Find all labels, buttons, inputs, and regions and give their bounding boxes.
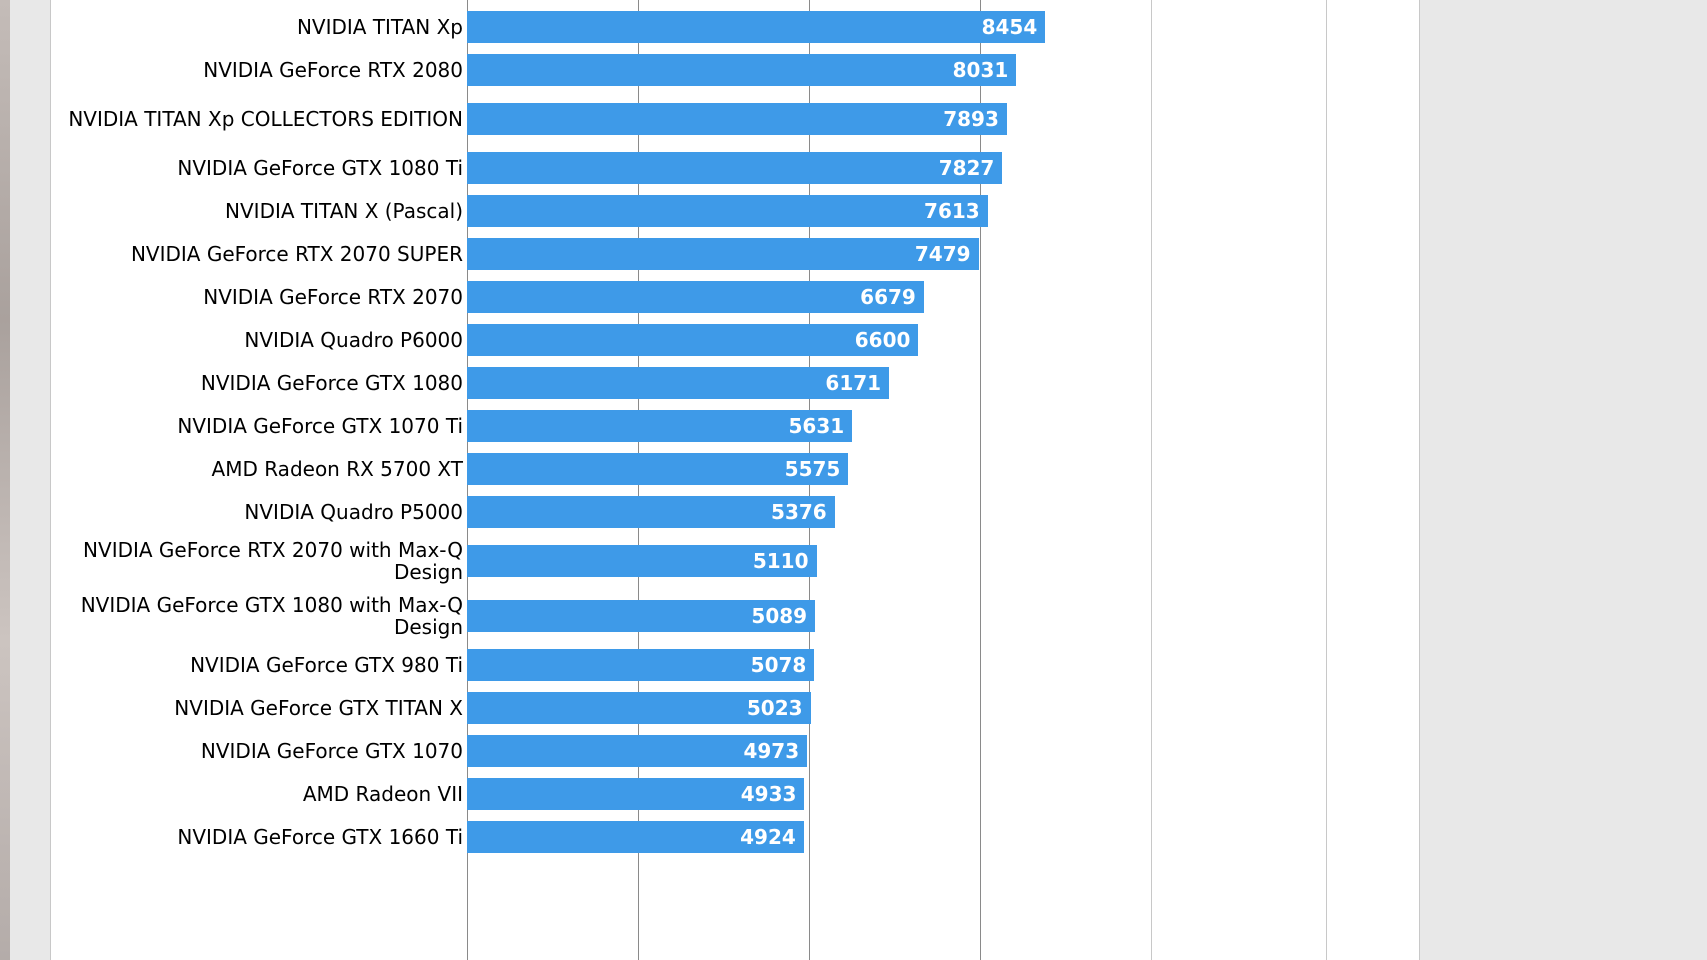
gpu-label: AMD Radeon RX 5700 XT — [51, 458, 467, 480]
chart-row: NVIDIA GeForce GTX 1660 Ti 4924 — [51, 815, 1419, 858]
score-value: 7479 — [915, 242, 971, 266]
score-bar: 5376 — [467, 496, 835, 528]
chart-row: AMD Radeon RX 5700 XT 5575 — [51, 447, 1419, 490]
score-value: 5078 — [751, 653, 807, 677]
score-value: 4933 — [741, 782, 797, 806]
bar-container: 6679 — [467, 275, 1419, 318]
score-value: 5575 — [785, 457, 841, 481]
score-bar: 7479 — [467, 238, 979, 270]
bar-container: 7827 — [467, 146, 1419, 189]
gpu-label: NVIDIA Quadro P6000 — [51, 329, 467, 351]
bar-container: 5078 — [467, 643, 1419, 686]
bar-container: 4933 — [467, 772, 1419, 815]
chart-panel: NVIDIA TITAN Xp 8454 NVIDIA GeForce RTX 20… — [50, 0, 1420, 960]
chart-row: NVIDIA GeForce RTX 2080 8031 — [51, 48, 1419, 91]
chart-row: NVIDIA TITAN Xp COLLECTORS EDITION 7893 — [51, 91, 1419, 146]
gpu-label: NVIDIA GeForce GTX 1660 Ti — [51, 826, 467, 848]
gpu-label: NVIDIA GeForce GTX TITAN X — [51, 697, 467, 719]
gpu-label: NVIDIA GeForce RTX 2080 — [51, 59, 467, 81]
chart-row: NVIDIA TITAN X (Pascal) 7613 — [51, 189, 1419, 232]
score-value: 5089 — [751, 604, 807, 628]
score-value: 6679 — [860, 285, 916, 309]
score-bar: 5089 — [467, 600, 815, 632]
score-bar: 6679 — [467, 281, 924, 313]
score-bar: 5110 — [467, 545, 817, 577]
gpu-label: NVIDIA GeForce GTX 980 Ti — [51, 654, 467, 676]
score-bar: 8031 — [467, 54, 1016, 86]
score-value: 4924 — [740, 825, 796, 849]
bar-container: 7893 — [467, 91, 1419, 146]
chart-row: NVIDIA TITAN Xp 8454 — [51, 5, 1419, 48]
chart-row: NVIDIA GeForce GTX 1080 Ti 7827 — [51, 146, 1419, 189]
chart-row: NVIDIA GeForce GTX 1080 6171 — [51, 361, 1419, 404]
score-bar: 8454 — [467, 11, 1045, 43]
chart-row: NVIDIA GeForce RTX 2070 6679 — [51, 275, 1419, 318]
bar-container: 6171 — [467, 361, 1419, 404]
chart-row: NVIDIA GeForce GTX 1070 Ti 5631 — [51, 404, 1419, 447]
gpu-label: NVIDIA GeForce RTX 2070 — [51, 286, 467, 308]
gpu-label: NVIDIA GeForce GTX 1080 with Max-Q Desig… — [51, 594, 467, 638]
chart-row: NVIDIA GeForce RTX 2070 SUPER 7479 — [51, 232, 1419, 275]
chart-row: NVIDIA GeForce RTX 2070 with Max-Q Desig… — [51, 533, 1419, 588]
gpu-label: NVIDIA GeForce GTX 1080 — [51, 372, 467, 394]
score-value: 5023 — [747, 696, 803, 720]
score-value: 6171 — [825, 371, 881, 395]
score-value: 4973 — [743, 739, 799, 763]
chart-row: AMD Radeon VII 4933 — [51, 772, 1419, 815]
score-bar: 5575 — [467, 453, 848, 485]
score-value: 7827 — [939, 156, 995, 180]
bar-container: 8031 — [467, 48, 1419, 91]
score-bar: 5078 — [467, 649, 814, 681]
score-bar: 7893 — [467, 103, 1007, 135]
score-bar: 4924 — [467, 821, 804, 853]
score-value: 5376 — [771, 500, 827, 524]
chart-row: NVIDIA GeForce GTX TITAN X 5023 — [51, 686, 1419, 729]
bar-container: 8454 — [467, 5, 1419, 48]
gpu-label: NVIDIA Quadro P5000 — [51, 501, 467, 523]
page-left-decoration — [0, 0, 10, 960]
score-bar: 5631 — [467, 410, 852, 442]
bar-container: 5110 — [467, 533, 1419, 588]
bar-container: 6600 — [467, 318, 1419, 361]
score-value: 5110 — [753, 549, 809, 573]
gpu-label: NVIDIA GeForce RTX 2070 SUPER — [51, 243, 467, 265]
bar-container: 4924 — [467, 815, 1419, 858]
bar-container: 4973 — [467, 729, 1419, 772]
score-bar: 6171 — [467, 367, 889, 399]
bar-container: 5089 — [467, 588, 1419, 643]
chart-row: NVIDIA Quadro P5000 5376 — [51, 490, 1419, 533]
score-bar: 7827 — [467, 152, 1002, 184]
score-value: 8454 — [982, 15, 1038, 39]
bar-container: 5376 — [467, 490, 1419, 533]
score-bar: 7613 — [467, 195, 988, 227]
score-value: 7613 — [924, 199, 980, 223]
bar-container: 5631 — [467, 404, 1419, 447]
bar-container: 7479 — [467, 232, 1419, 275]
bar-container: 5575 — [467, 447, 1419, 490]
gpu-label: NVIDIA GeForce GTX 1070 Ti — [51, 415, 467, 437]
gpu-label: NVIDIA TITAN Xp — [51, 16, 467, 38]
gpu-label: AMD Radeon VII — [51, 783, 467, 805]
gpu-label: NVIDIA GeForce RTX 2070 with Max-Q Desig… — [51, 539, 467, 583]
gpu-label: NVIDIA GeForce GTX 1070 — [51, 740, 467, 762]
chart-row: NVIDIA Quadro P6000 6600 — [51, 318, 1419, 361]
score-value: 6600 — [855, 328, 911, 352]
bar-container: 5023 — [467, 686, 1419, 729]
chart-area: NVIDIA TITAN Xp 8454 NVIDIA GeForce RTX 20… — [51, 0, 1419, 960]
score-value: 5631 — [788, 414, 844, 438]
score-bar: 6600 — [467, 324, 918, 356]
score-bar: 4973 — [467, 735, 807, 767]
score-value: 7893 — [943, 107, 999, 131]
chart-row: NVIDIA GeForce GTX 980 Ti 5078 — [51, 643, 1419, 686]
score-bar: 5023 — [467, 692, 811, 724]
score-bar: 4933 — [467, 778, 804, 810]
chart-row: NVIDIA GeForce GTX 1070 4973 — [51, 729, 1419, 772]
bar-container: 7613 — [467, 189, 1419, 232]
gpu-label: NVIDIA TITAN Xp COLLECTORS EDITION — [51, 108, 467, 130]
chart-row: NVIDIA GeForce GTX 1080 with Max-Q Desig… — [51, 588, 1419, 643]
score-value: 8031 — [953, 58, 1009, 82]
gpu-label: NVIDIA TITAN X (Pascal) — [51, 200, 467, 222]
gpu-label: NVIDIA GeForce GTX 1080 Ti — [51, 157, 467, 179]
